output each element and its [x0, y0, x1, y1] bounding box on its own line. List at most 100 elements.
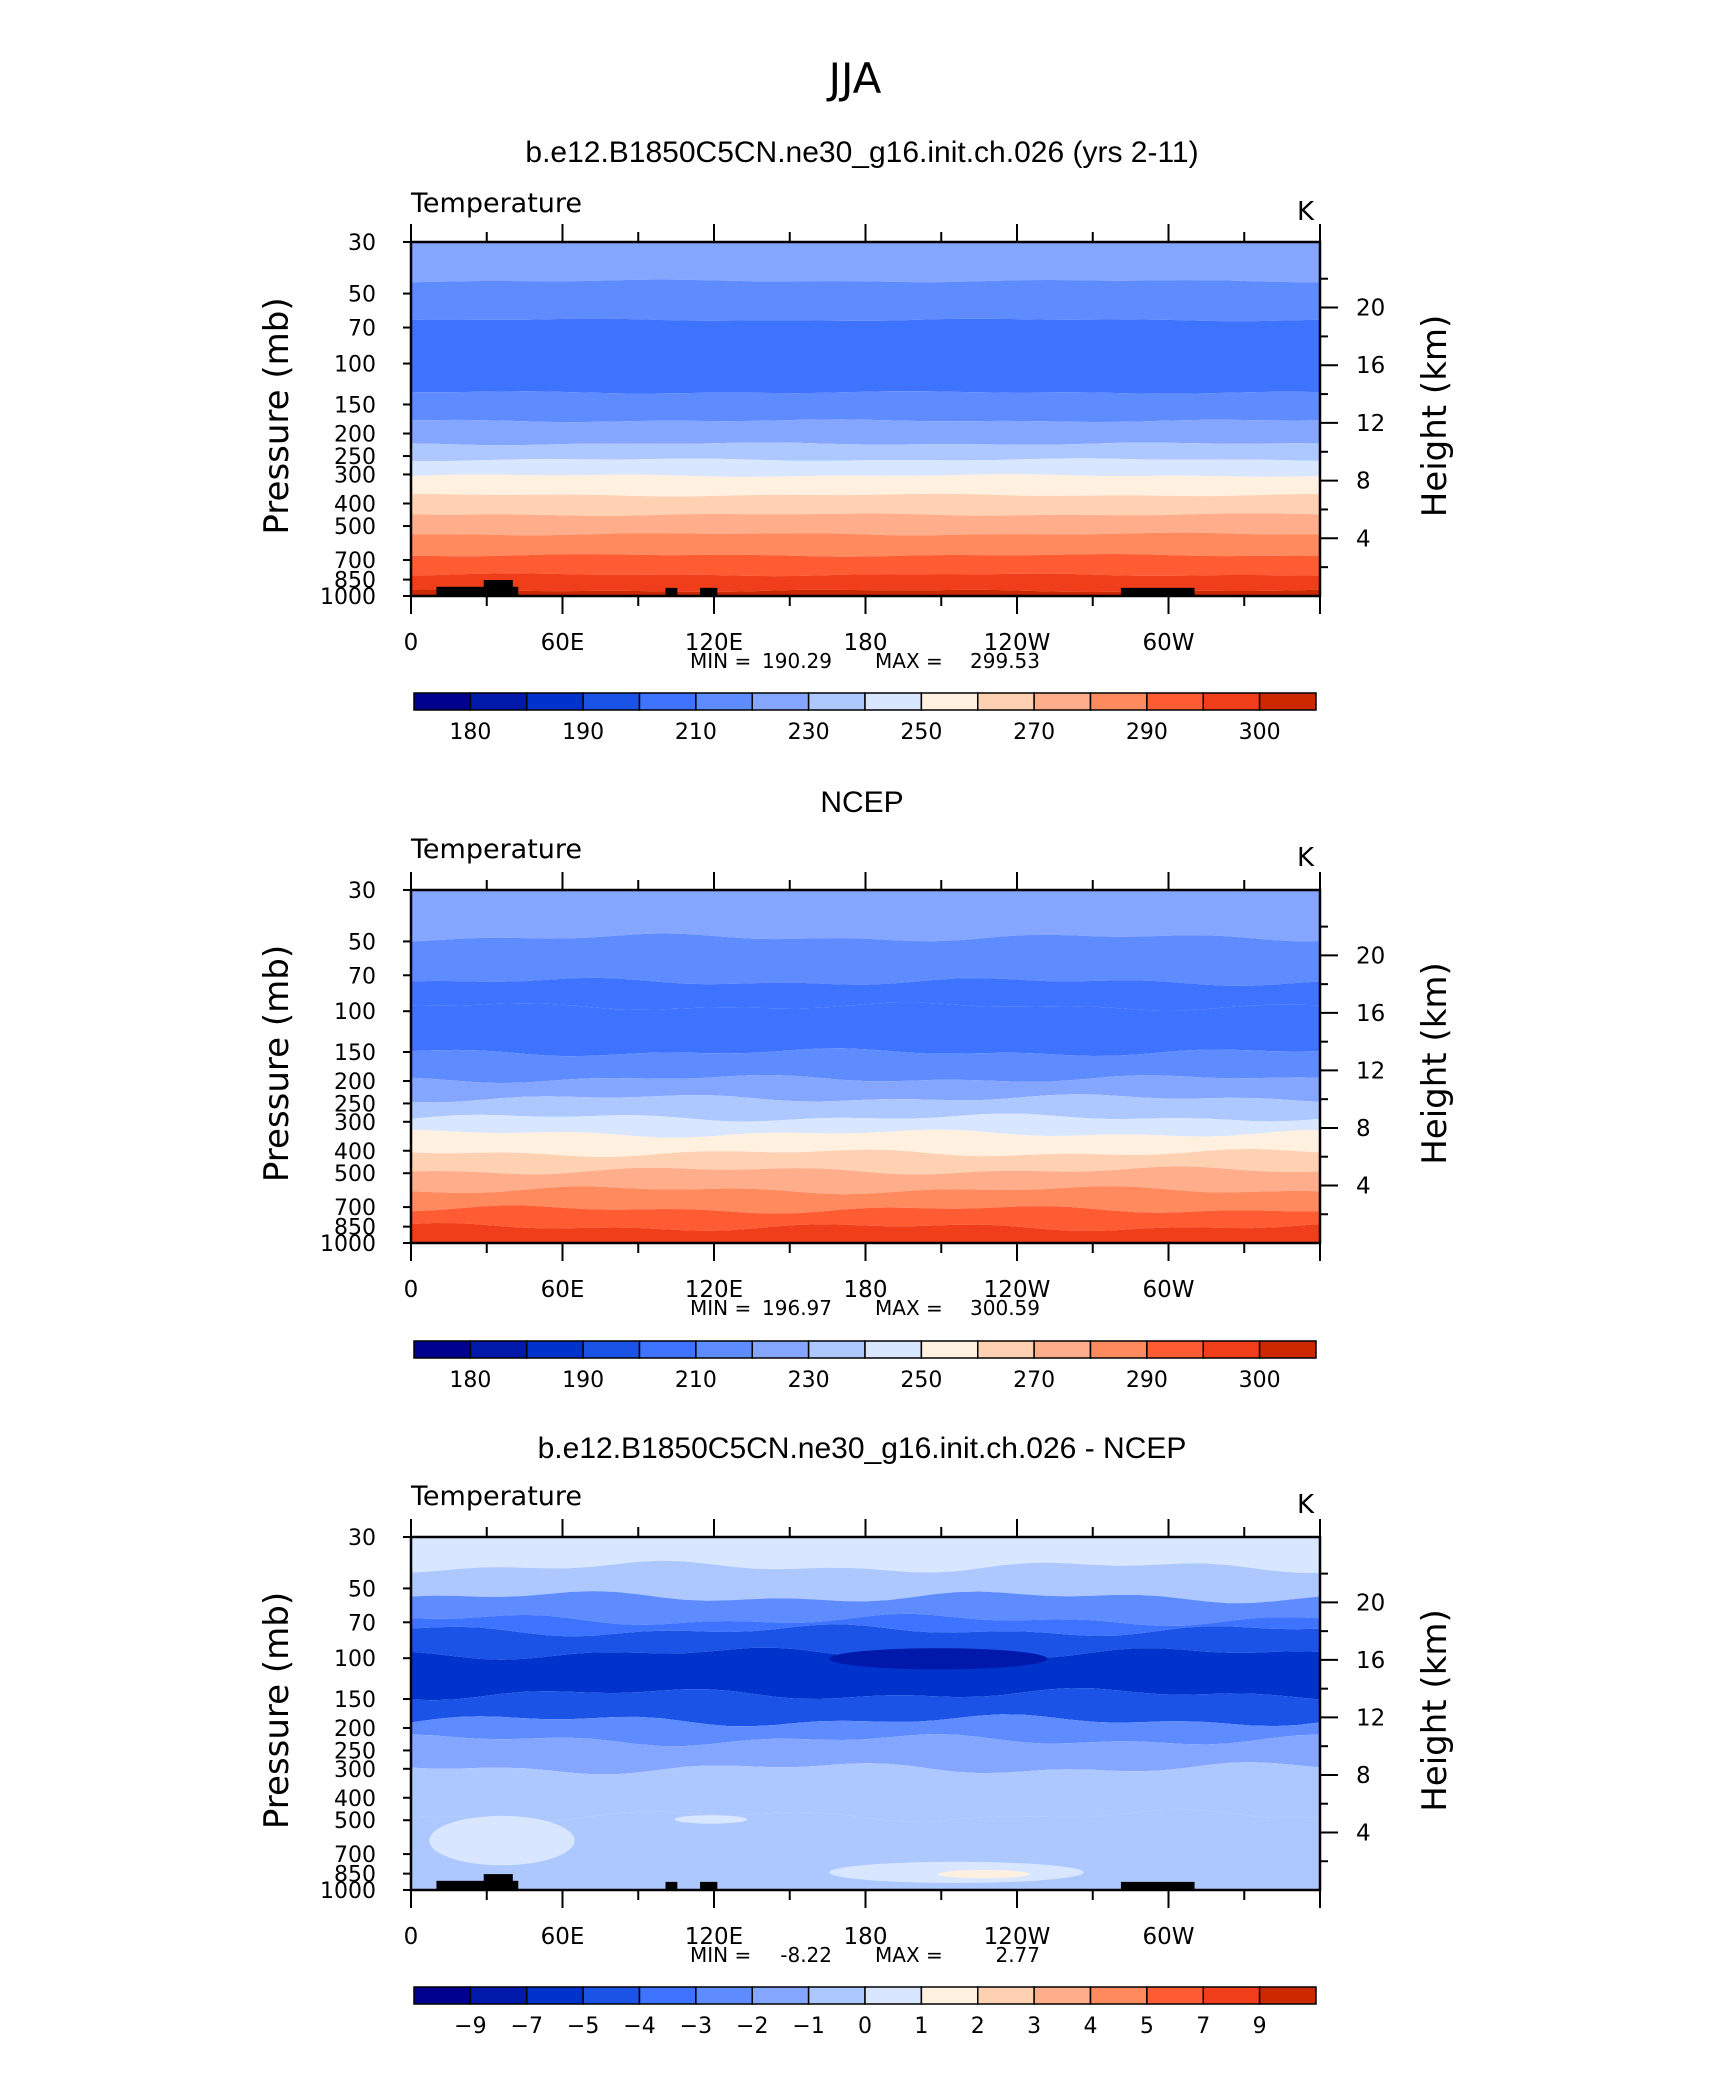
terrain-mask	[436, 586, 519, 596]
contour-band	[411, 1223, 1320, 1243]
y-right-tick-label: 4	[1356, 1173, 1371, 1199]
y-tick-label: 50	[348, 930, 376, 955]
y-tick-label: 250	[334, 445, 376, 470]
y-tick-label: 700	[334, 549, 376, 574]
contour-band	[411, 474, 1320, 497]
colorbar-label: −7	[511, 2014, 543, 2039]
colorbar-label: 230	[788, 720, 830, 745]
contour-band	[411, 242, 1320, 283]
colorbar-box	[469, 692, 528, 711]
colorbar-box	[413, 692, 472, 711]
y-tick-label: 100	[334, 353, 376, 378]
y-tick-label: 500	[334, 1162, 376, 1187]
colorbar-label: 290	[1126, 1368, 1168, 1393]
colorbar-label: 230	[788, 1368, 830, 1393]
colorbar-box	[864, 1986, 923, 2005]
contour-band	[411, 1205, 1320, 1231]
stats-max-label: MAX =	[875, 1943, 943, 1967]
colorbar-box	[1033, 692, 1092, 711]
colorbar-label: 250	[900, 1368, 942, 1393]
stats-min: -8.22	[780, 1943, 832, 1967]
colorbar-label: −1	[792, 2014, 824, 2039]
colorbar-label: 5	[1140, 2014, 1154, 2039]
x-tick-label: 60W	[1142, 630, 1194, 656]
stats-max: 299.53	[970, 649, 1040, 673]
colorbar-label: −5	[567, 2014, 599, 2039]
y-right-axis-label: Height (km)	[1415, 1609, 1455, 1812]
y-axis-right: 20 16 12 8 4 Height (km)	[1320, 925, 1455, 1216]
terrain-mask	[665, 1881, 678, 1890]
x-tick-label: 120E	[685, 1277, 743, 1303]
colorbar: −9 −7 −5 −4 −3 −2 −1 0 1 2 3 4 5 7 9	[413, 1986, 1317, 2039]
y-right-tick-label: 8	[1356, 1116, 1371, 1142]
colorbar-box	[413, 1986, 472, 2005]
colorbar-label: 2	[971, 2014, 985, 2039]
contour-band	[411, 1688, 1320, 1727]
y-tick-label: 150	[334, 1688, 376, 1713]
colorbar-label: 0	[858, 2014, 872, 2039]
contour-band	[411, 1129, 1320, 1157]
contour-band	[411, 318, 1320, 394]
y-tick-label: 850	[334, 1216, 376, 1241]
colorbar-box	[751, 1986, 810, 2005]
terrain-mask	[665, 587, 678, 596]
contour-band	[411, 1613, 1320, 1637]
y-tick-label: 400	[334, 492, 376, 517]
contour-band	[411, 933, 1320, 986]
terrain-mask	[483, 580, 513, 596]
panel-title: NCEP	[820, 786, 903, 819]
panel-title: b.e12.B1850C5CN.ne30_g16.init.ch.026 (yr…	[525, 136, 1198, 169]
x-axis: 0 60E 120E 180 120W 60W	[404, 872, 1321, 1303]
variable-label: Temperature	[410, 1481, 582, 1512]
units-label: K	[1297, 843, 1315, 873]
colorbar-label: −3	[680, 2014, 712, 2039]
colorbar-box	[638, 1986, 697, 2005]
x-tick-label: 120W	[984, 630, 1051, 656]
y-tick-label: 30	[348, 879, 376, 904]
stats-min-label: MIN =	[690, 1296, 751, 1320]
contour-band	[411, 1560, 1320, 1604]
terrain-mask	[1120, 1881, 1195, 1890]
colorbar-box	[1089, 1986, 1148, 2005]
y-tick-label: 70	[348, 1611, 376, 1636]
variable-label: Temperature	[410, 834, 582, 865]
y-tick-label: 850	[334, 1863, 376, 1888]
stats-min-label: MIN =	[690, 649, 751, 673]
colorbar-box	[526, 1986, 584, 2005]
contour-band	[411, 1002, 1320, 1057]
colorbar-box	[1258, 692, 1317, 711]
colorbar-label: 7	[1196, 2014, 1210, 2039]
y-tick-label: 30	[348, 1526, 376, 1551]
y-right-tick-label: 16	[1356, 353, 1385, 379]
contour-band	[411, 391, 1320, 423]
y-tick-label: 400	[334, 1140, 376, 1165]
y-right-axis-label: Height (km)	[1415, 962, 1455, 1165]
colorbar-box	[1033, 1340, 1092, 1359]
contour-field	[411, 242, 1320, 596]
y-axis-right: 20 16 12 8 4 Height (km)	[1320, 1572, 1455, 1863]
y-right-tick-label: 4	[1356, 526, 1371, 552]
x-tick-label: 120E	[685, 630, 743, 656]
colorbar-box	[1089, 1340, 1148, 1359]
y-tick-label: 1000	[320, 585, 376, 610]
colorbar-label: 270	[1013, 1368, 1055, 1393]
contour-band	[411, 1647, 1320, 1701]
y-tick-label: 70	[348, 317, 376, 342]
y-right-tick-label: 20	[1356, 943, 1385, 969]
colorbar-label: 4	[1084, 2014, 1098, 2039]
colorbar-label: 210	[675, 1368, 717, 1393]
stats-max: 2.77	[995, 1943, 1040, 1967]
terrain-mask	[483, 1874, 513, 1890]
contour-band	[411, 279, 1320, 322]
colorbar-label: −4	[623, 2014, 655, 2039]
units-label: K	[1297, 197, 1315, 227]
y-axis-label: Pressure (mb)	[257, 297, 297, 534]
colorbar-box	[469, 1340, 528, 1359]
x-tick-label: 0	[404, 630, 419, 656]
x-tick-label: 60E	[541, 1924, 585, 1950]
contour-band	[411, 493, 1320, 516]
y-tick-label: 300	[334, 1111, 376, 1136]
stats-min: 190.29	[762, 649, 832, 673]
y-tick-label: 500	[334, 515, 376, 540]
